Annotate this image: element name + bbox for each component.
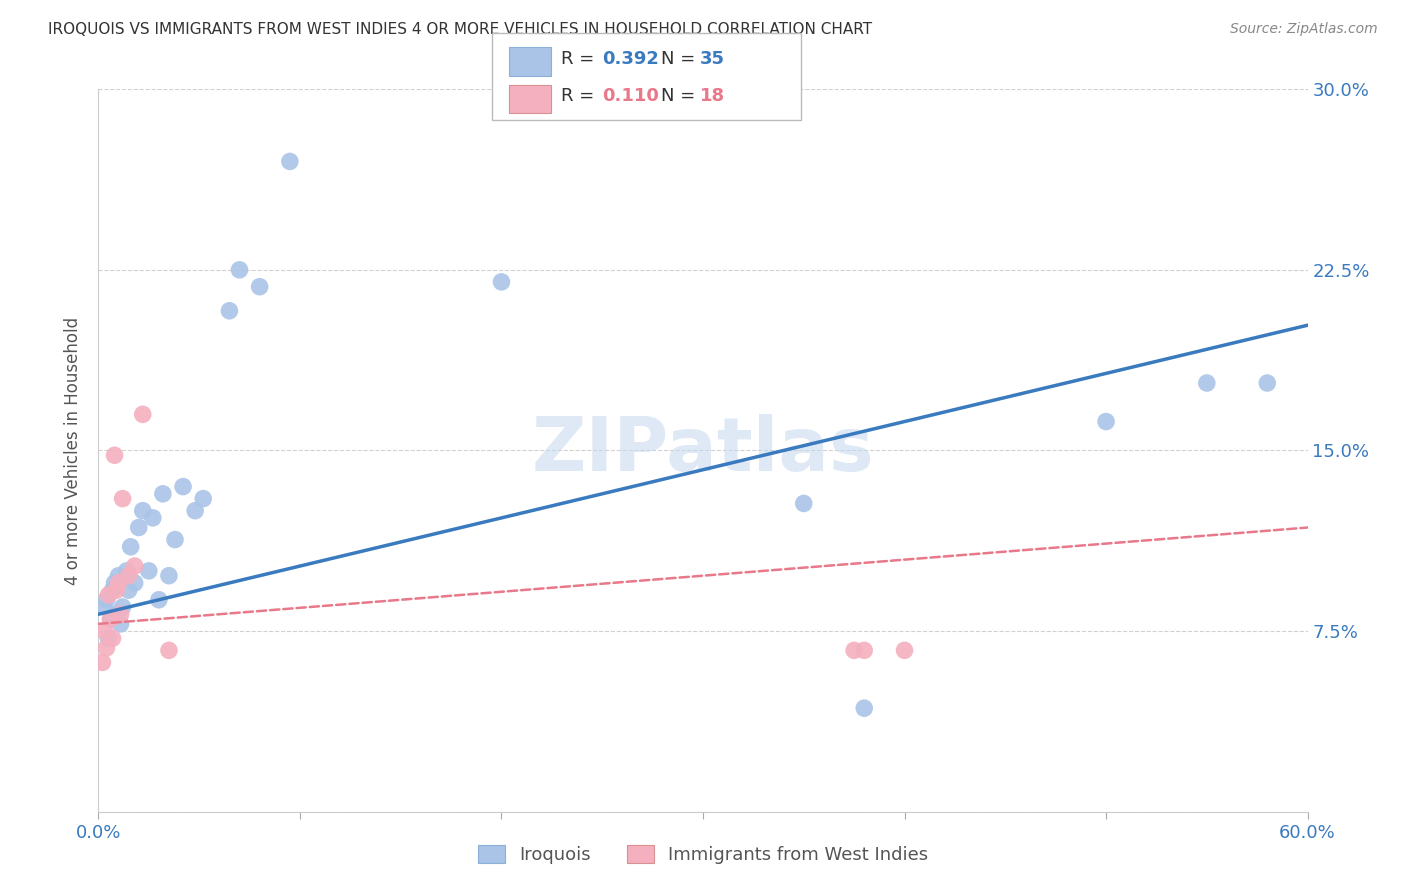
Point bbox=[103, 576, 125, 591]
Point bbox=[96, 592, 118, 607]
Text: R =: R = bbox=[561, 50, 600, 68]
Point bbox=[184, 503, 207, 517]
Point bbox=[100, 612, 122, 626]
Legend: Iroquois, Immigrants from West Indies: Iroquois, Immigrants from West Indies bbox=[471, 838, 935, 871]
Point bbox=[148, 592, 170, 607]
Point bbox=[138, 564, 160, 578]
Text: 35: 35 bbox=[700, 50, 725, 68]
Point bbox=[1256, 376, 1278, 390]
Point bbox=[101, 583, 124, 598]
Point bbox=[163, 533, 186, 547]
Point bbox=[1195, 376, 1218, 390]
Point bbox=[105, 583, 128, 598]
Y-axis label: 4 or more Vehicles in Household: 4 or more Vehicles in Household bbox=[65, 317, 83, 584]
Point bbox=[278, 154, 301, 169]
Point bbox=[128, 520, 150, 534]
Point bbox=[97, 588, 120, 602]
Point bbox=[218, 303, 240, 318]
Text: N =: N = bbox=[661, 87, 700, 105]
Text: Source: ZipAtlas.com: Source: ZipAtlas.com bbox=[1230, 22, 1378, 37]
Point bbox=[1095, 415, 1118, 429]
Point bbox=[100, 612, 122, 626]
Point bbox=[115, 564, 138, 578]
Point bbox=[157, 568, 180, 582]
Text: IROQUOIS VS IMMIGRANTS FROM WEST INDIES 4 OR MORE VEHICLES IN HOUSEHOLD CORRELAT: IROQUOIS VS IMMIGRANTS FROM WEST INDIES … bbox=[48, 22, 872, 37]
Point bbox=[228, 262, 250, 277]
Point bbox=[111, 491, 134, 506]
Point bbox=[91, 656, 114, 670]
Point bbox=[853, 643, 876, 657]
Point bbox=[124, 559, 146, 574]
Point bbox=[110, 607, 132, 622]
Point bbox=[132, 503, 155, 517]
Point bbox=[249, 279, 271, 293]
Point bbox=[844, 643, 866, 657]
Point bbox=[120, 540, 142, 554]
Text: 18: 18 bbox=[700, 87, 725, 105]
Point bbox=[96, 640, 118, 655]
Point bbox=[93, 599, 115, 614]
Point bbox=[105, 607, 128, 622]
Point bbox=[893, 643, 915, 657]
Text: ZIPatlas: ZIPatlas bbox=[531, 414, 875, 487]
Point bbox=[491, 275, 513, 289]
Point bbox=[103, 448, 125, 462]
Point bbox=[193, 491, 215, 506]
Point bbox=[124, 576, 146, 591]
Point bbox=[111, 599, 134, 614]
Point bbox=[853, 701, 876, 715]
Point bbox=[152, 487, 174, 501]
Point bbox=[157, 643, 180, 657]
Text: 0.110: 0.110 bbox=[602, 87, 658, 105]
Point bbox=[793, 496, 815, 510]
Point bbox=[107, 576, 129, 591]
Point bbox=[142, 511, 165, 525]
Point bbox=[118, 568, 141, 582]
Point bbox=[101, 632, 124, 646]
Point bbox=[132, 407, 155, 421]
Text: 0.392: 0.392 bbox=[602, 50, 658, 68]
Point bbox=[97, 632, 120, 646]
Text: R =: R = bbox=[561, 87, 600, 105]
Point bbox=[110, 616, 132, 631]
Text: N =: N = bbox=[661, 50, 700, 68]
Point bbox=[107, 568, 129, 582]
Point bbox=[172, 480, 194, 494]
Point bbox=[118, 583, 141, 598]
Point bbox=[93, 624, 115, 639]
